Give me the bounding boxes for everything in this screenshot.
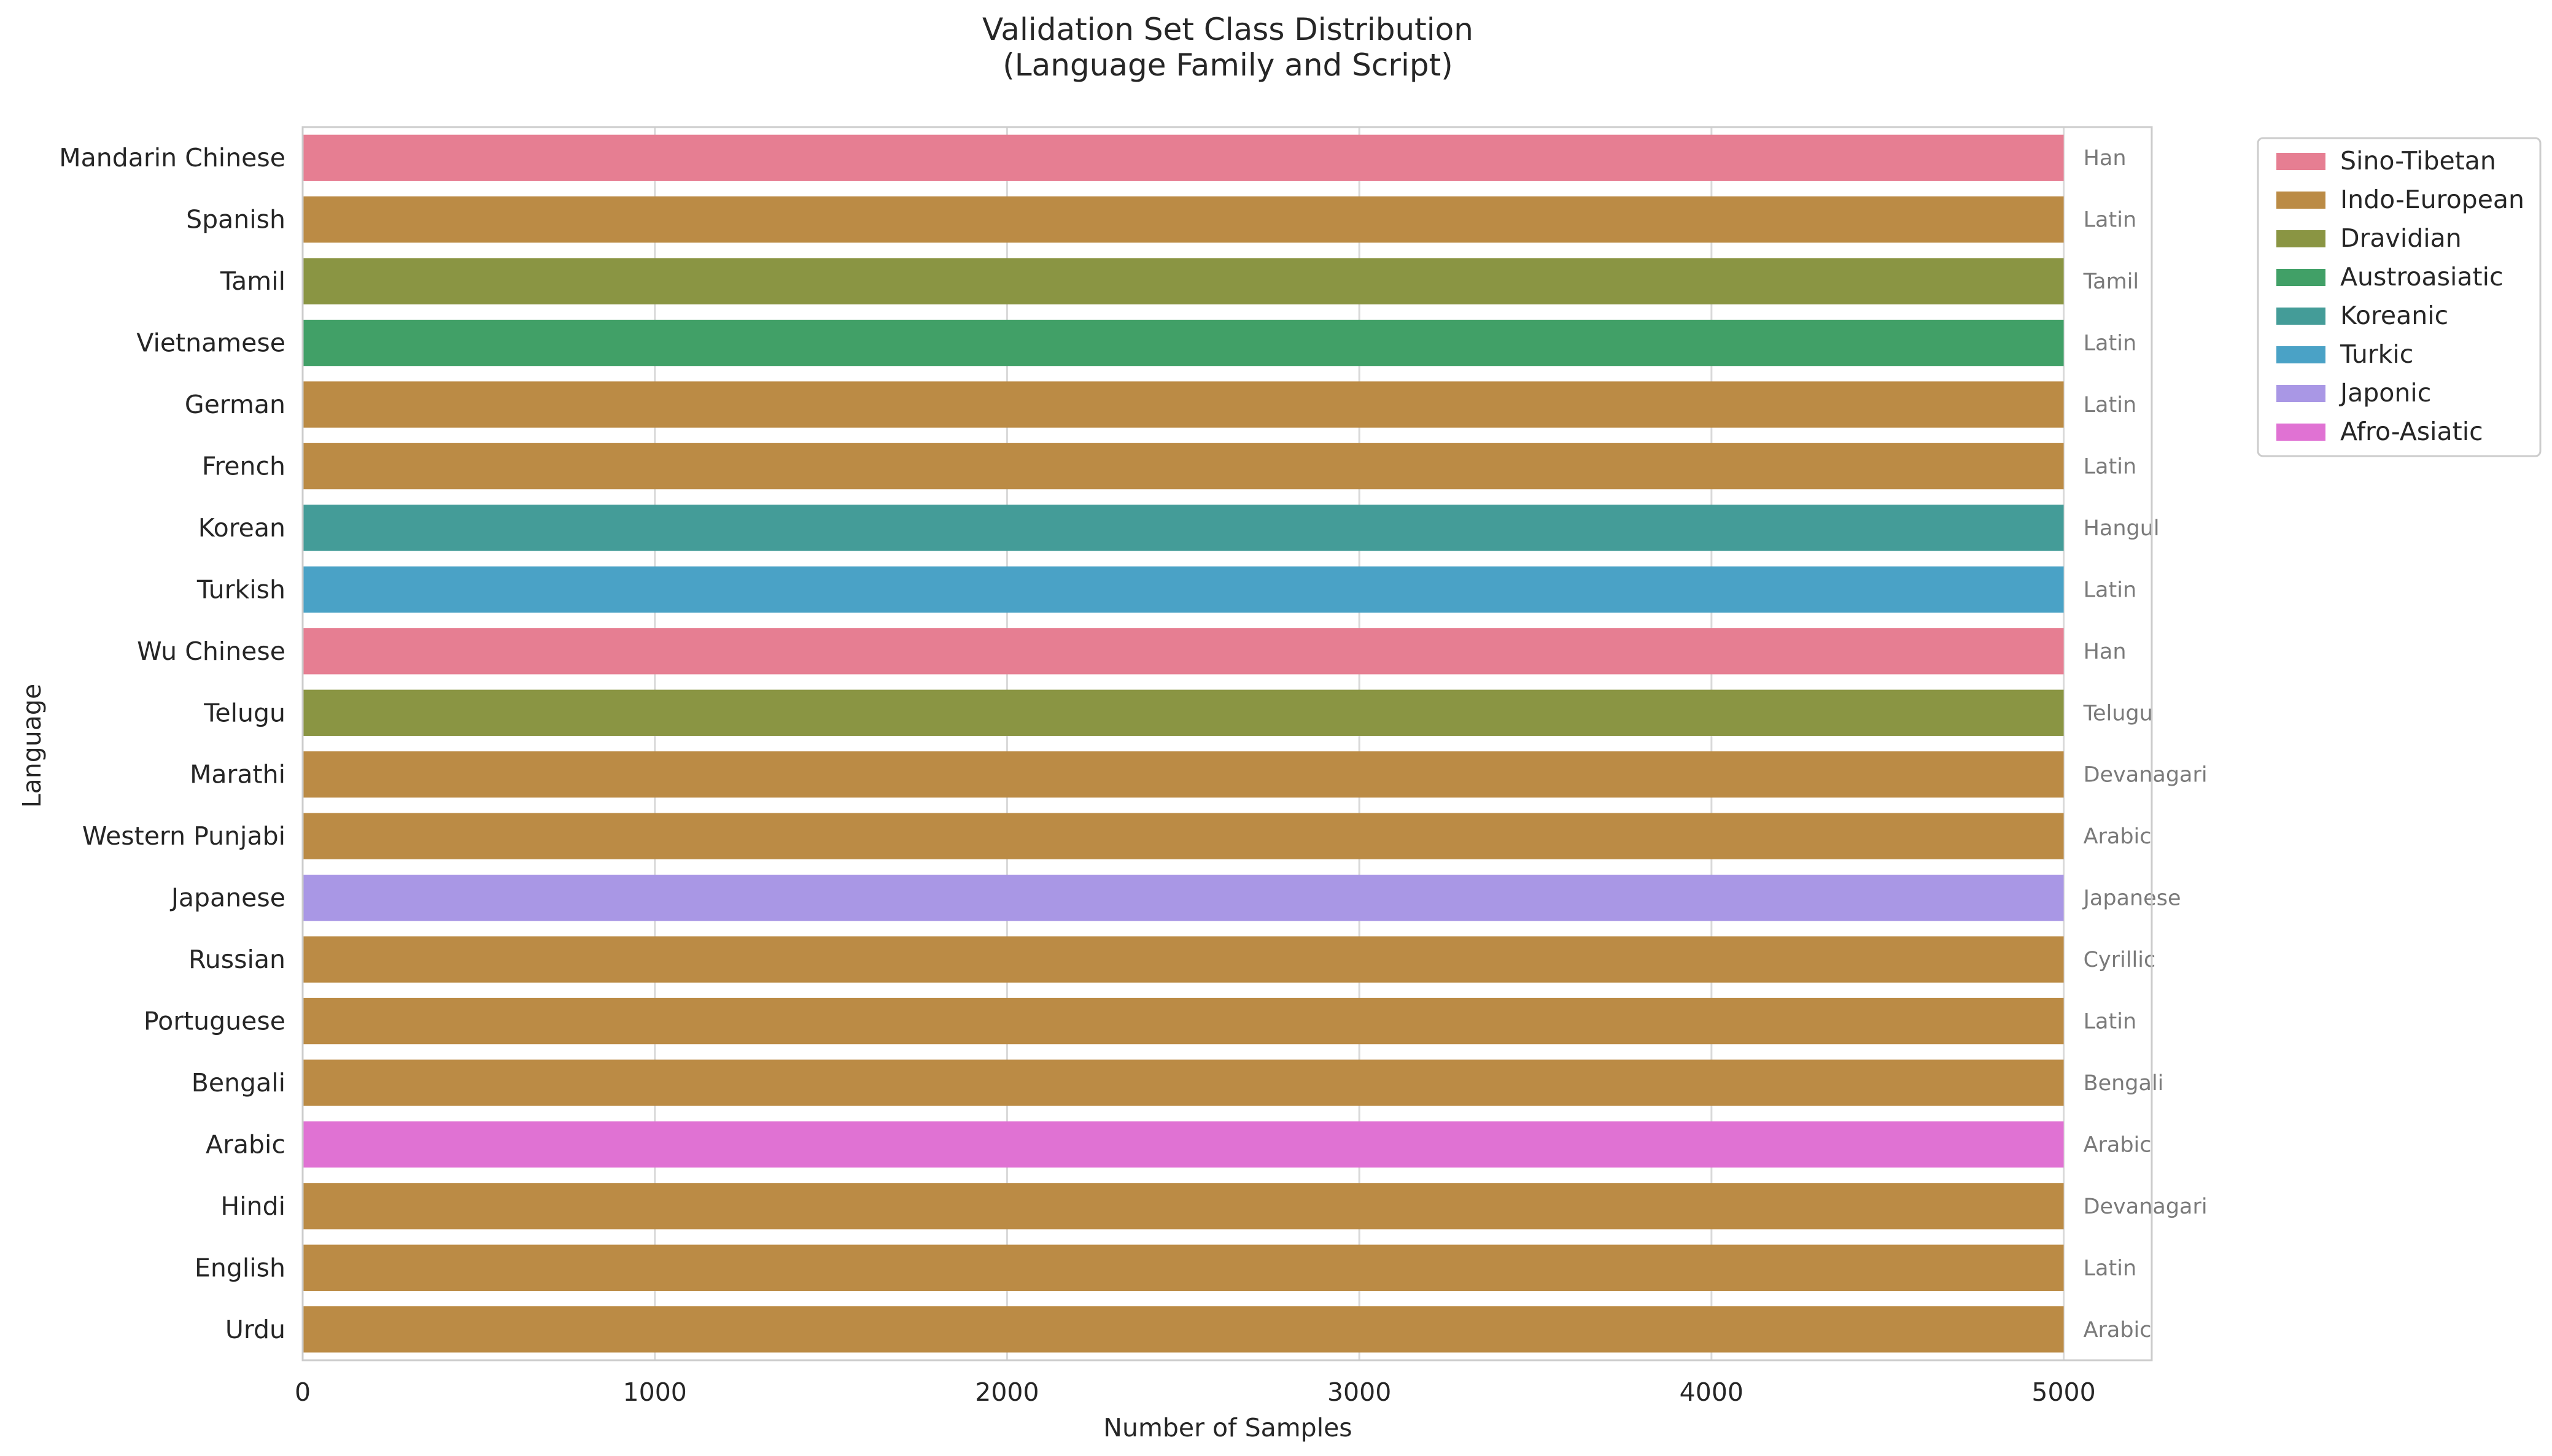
bar	[303, 936, 2064, 983]
x-tick-label: 3000	[1327, 1377, 1391, 1407]
legend-items: Sino-Tibetan Indo-European Dravidian Austro…	[2276, 146, 2524, 446]
script-label: Latin	[2084, 393, 2137, 417]
script-label: Tamil	[2083, 269, 2139, 294]
x-tick-label: 0	[295, 1377, 311, 1407]
bar	[303, 1306, 2064, 1353]
script-label: Bengali	[2084, 1071, 2164, 1096]
legend-label: Afro-Asiatic	[2340, 417, 2483, 446]
y-tick-label: Mandarin Chinese	[59, 143, 285, 172]
y-tick-label: English	[195, 1253, 285, 1282]
bar	[303, 874, 2064, 921]
script-label: Han	[2084, 640, 2127, 664]
y-tick-label: Russian	[188, 945, 285, 974]
bar	[303, 566, 2064, 613]
legend-swatch	[2276, 424, 2325, 441]
y-tick-label: Wu Chinese	[137, 637, 285, 666]
bar	[303, 1244, 2064, 1291]
bar	[303, 196, 2064, 243]
bars	[303, 134, 2064, 1353]
legend-swatch	[2276, 153, 2325, 170]
legend-label: Indo-European	[2340, 185, 2524, 214]
legend-label: Koreanic	[2340, 301, 2448, 330]
y-tick-label: Telugu	[203, 698, 285, 727]
legend: Sino-Tibetan Indo-European Dravidian Austro…	[2257, 137, 2542, 457]
bar	[303, 134, 2064, 181]
legend-frame	[2257, 137, 2542, 457]
script-label: Cyrillic	[2084, 948, 2156, 972]
script-label: Latin	[2084, 1010, 2137, 1034]
y-tick-label: French	[202, 451, 285, 481]
script-label: Devanagari	[2084, 763, 2208, 788]
script-label: Devanagari	[2084, 1195, 2208, 1219]
legend-swatch	[2276, 385, 2325, 402]
legend-label: Turkic	[2340, 339, 2413, 369]
y-tick-label: Turkish	[196, 575, 285, 604]
chart-subtitle: (Language Family and Script)	[1003, 47, 1452, 83]
legend-swatch	[2276, 269, 2325, 286]
bar	[303, 505, 2064, 551]
bar	[303, 997, 2064, 1045]
legend-swatch	[2276, 192, 2325, 209]
x-tick-label: 2000	[975, 1377, 1039, 1407]
legend-swatch	[2276, 346, 2325, 363]
legend-label: Japonic	[2338, 378, 2431, 408]
script-label: Telugu	[2083, 701, 2153, 726]
y-tick-label: Western Punjabi	[82, 821, 285, 851]
x-axis-label: Number of Samples	[1103, 1413, 1352, 1442]
bar	[303, 443, 2064, 490]
bar	[303, 381, 2064, 428]
script-label: Arabic	[2084, 1318, 2152, 1342]
y-tick-label: Spanish	[186, 205, 285, 234]
script-label: Latin	[2084, 1256, 2137, 1280]
y-axis-label: Language	[17, 684, 47, 808]
script-label: Hangul	[2084, 516, 2160, 541]
y-tick-label: Japanese	[169, 883, 285, 913]
script-label: Arabic	[2084, 824, 2152, 849]
x-tick-label: 5000	[2031, 1377, 2095, 1407]
y-tick-label: Marathi	[190, 760, 285, 789]
legend-swatch	[2276, 308, 2325, 325]
bar	[303, 1183, 2064, 1229]
bar	[303, 813, 2064, 859]
x-tick-label: 1000	[623, 1377, 687, 1407]
bar	[303, 751, 2064, 798]
y-tick-label: Arabic	[206, 1129, 285, 1159]
script-label: Arabic	[2084, 1133, 2152, 1157]
legend-label: Dravidian	[2340, 223, 2462, 253]
y-tick-label: German	[185, 390, 285, 419]
script-label: Latin	[2084, 331, 2137, 356]
y-tick-labels: Mandarin Chinese Spanish Tamil Vietnamese Ge…	[59, 143, 285, 1344]
script-label: Latin	[2084, 454, 2137, 479]
script-label: Latin	[2084, 208, 2137, 233]
script-labels: Han Latin Tamil Latin Latin Latin Hangul Latin H…	[2082, 146, 2208, 1342]
y-tick-label: Tamil	[220, 266, 285, 296]
bar	[303, 258, 2064, 304]
y-tick-label: Korean	[198, 513, 285, 543]
legend-label: Austroasiatic	[2340, 262, 2504, 292]
y-tick-label: Vietnamese	[136, 328, 285, 358]
y-tick-label: Hindi	[220, 1191, 285, 1221]
plot-frame	[301, 126, 2153, 1361]
script-label: Japanese	[2082, 886, 2181, 911]
bar	[303, 628, 2064, 675]
y-tick-label: Bengali	[192, 1068, 285, 1098]
script-label: Latin	[2084, 578, 2137, 602]
chart-title: Validation Set Class Distribution	[982, 12, 1473, 47]
legend-swatch	[2276, 230, 2325, 247]
bar	[303, 689, 2064, 736]
x-tick-label: 4000	[1680, 1377, 1743, 1407]
bar	[303, 319, 2064, 366]
x-gridlines	[301, 127, 2065, 1360]
y-tick-label: Portuguese	[144, 1007, 285, 1036]
bar	[303, 1121, 2064, 1168]
x-tick-labels: 0 1000 2000 3000 4000 5000	[295, 1377, 2096, 1407]
script-label: Han	[2084, 146, 2127, 171]
legend-label: Sino-Tibetan	[2340, 146, 2496, 176]
y-tick-label: Urdu	[225, 1315, 285, 1344]
bar	[303, 1059, 2064, 1106]
